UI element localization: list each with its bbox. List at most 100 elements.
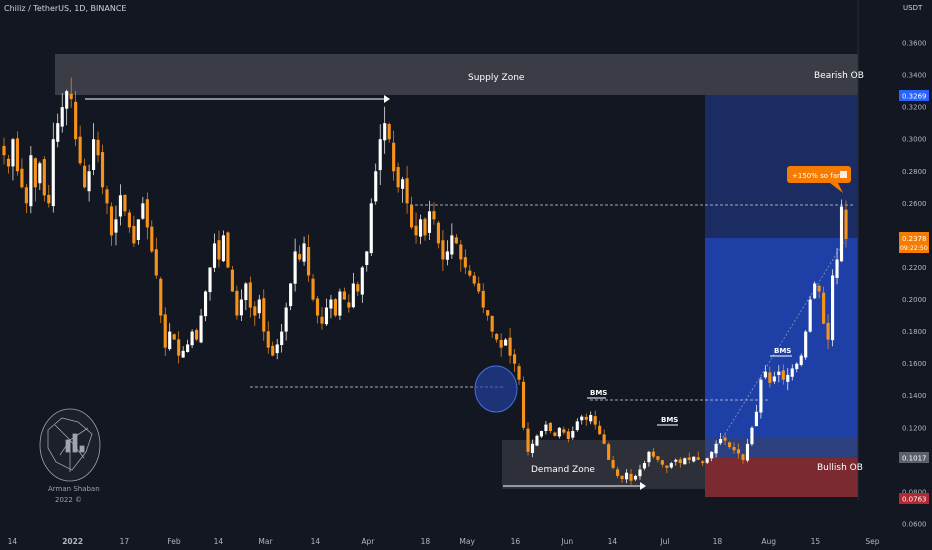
candle-body bbox=[378, 139, 382, 171]
candle-body bbox=[315, 298, 320, 316]
candle-body bbox=[387, 124, 391, 140]
time-tick-label: Aug bbox=[761, 537, 776, 546]
candle-body bbox=[347, 302, 351, 308]
candle-body bbox=[333, 299, 337, 316]
time-tick-label: Sep bbox=[865, 537, 879, 546]
candle-body bbox=[280, 331, 284, 346]
candle-body bbox=[656, 456, 660, 460]
candle-body bbox=[750, 427, 754, 445]
price-tick-label: 0.0800 bbox=[902, 488, 927, 496]
candle-body bbox=[714, 443, 718, 454]
candle-body bbox=[459, 244, 463, 260]
candle-body bbox=[638, 469, 642, 477]
candle-body bbox=[616, 469, 620, 476]
bms-1-label: BMS bbox=[590, 389, 607, 397]
candle-body bbox=[817, 285, 821, 292]
time-tick-label: Jun bbox=[560, 537, 573, 546]
candle-body bbox=[329, 299, 333, 309]
price-tags: 0.3269 0.2378 09:22:50 0.1017 0.0763 bbox=[899, 90, 929, 504]
candles-layer bbox=[2, 77, 848, 485]
candle-body bbox=[584, 416, 588, 420]
countdown-text: 09:22:50 bbox=[900, 245, 928, 252]
candle-body bbox=[844, 209, 848, 239]
candle-body bbox=[217, 240, 221, 260]
time-tick-label: Apr bbox=[361, 537, 375, 546]
candle-body bbox=[306, 247, 311, 276]
candle-body bbox=[745, 443, 750, 461]
candle-body bbox=[477, 283, 481, 292]
demand-zone-label: Demand Zone bbox=[531, 465, 595, 475]
candle-body bbox=[427, 211, 432, 233]
candle-body bbox=[360, 267, 364, 295]
zones-layer bbox=[55, 0, 859, 500]
candle-body bbox=[651, 451, 655, 457]
bullish-ob-label: Bullish OB bbox=[817, 463, 863, 473]
candle-body bbox=[298, 253, 302, 260]
candle-body bbox=[33, 158, 37, 188]
candle-body bbox=[418, 219, 423, 237]
candle-body bbox=[504, 339, 508, 346]
candle-body bbox=[598, 425, 602, 435]
candle-body bbox=[826, 322, 830, 340]
candle-body bbox=[768, 372, 772, 383]
price-tick-label: 0.0600 bbox=[902, 521, 927, 529]
time-tick-label: 18 bbox=[713, 537, 723, 546]
candle-body bbox=[719, 439, 723, 444]
candle-body bbox=[830, 275, 835, 341]
candle-body bbox=[669, 463, 673, 468]
price-tick-label: 0.2600 bbox=[902, 200, 927, 208]
time-tick-label: 2022 bbox=[62, 537, 83, 546]
price-tick-label: 0.3200 bbox=[902, 104, 927, 112]
time-tick-label: Jul bbox=[659, 537, 669, 546]
candle-body bbox=[320, 316, 324, 324]
time-axis[interactable]: 14 2022 17 Feb 14 Mar 14 Apr 18 May 16 Jun 14 Jul 18 Au… bbox=[8, 537, 880, 546]
candle-body bbox=[741, 454, 745, 460]
candle-body bbox=[262, 298, 266, 332]
candle-body bbox=[42, 159, 46, 196]
candle-body bbox=[687, 457, 691, 460]
target-zone-lower bbox=[705, 438, 858, 458]
candle-body bbox=[490, 315, 494, 332]
check-icon bbox=[840, 171, 847, 178]
candle-body bbox=[302, 243, 306, 262]
candle-body bbox=[486, 310, 490, 316]
price-tick-label: 0.2200 bbox=[902, 264, 927, 272]
candle-body bbox=[508, 337, 512, 356]
candle-body bbox=[763, 371, 767, 378]
candle-body bbox=[602, 434, 606, 444]
candle-body bbox=[692, 456, 696, 462]
candle-body bbox=[253, 306, 257, 316]
time-tick-label: 14 bbox=[608, 537, 618, 546]
candle-body bbox=[396, 167, 400, 188]
candle-body bbox=[759, 379, 763, 413]
candle-body bbox=[839, 206, 844, 262]
brain-logo-icon bbox=[39, 408, 101, 482]
candle-body bbox=[212, 243, 217, 268]
candle-body bbox=[781, 370, 785, 380]
candle-body bbox=[83, 165, 87, 188]
candle-body bbox=[562, 429, 566, 433]
price-tick-label: 0.1800 bbox=[902, 328, 927, 336]
demand-arrow-head bbox=[640, 482, 646, 490]
candle-body bbox=[60, 107, 64, 127]
candle-body bbox=[629, 473, 633, 481]
candle-body bbox=[705, 458, 709, 463]
candle-body bbox=[808, 299, 812, 332]
candle-body bbox=[553, 432, 557, 436]
time-tick-label: 14 bbox=[311, 537, 321, 546]
candle-body bbox=[177, 339, 181, 356]
candle-body bbox=[248, 282, 252, 308]
candle-body bbox=[369, 203, 373, 254]
price-tick-label: 0.1600 bbox=[902, 360, 927, 368]
candle-body bbox=[383, 123, 387, 141]
chart-header: Chiliz / TetherUS, 1D, BINANCE bbox=[4, 4, 126, 13]
price-tick-label: 0.3600 bbox=[902, 40, 927, 48]
candle-body bbox=[544, 424, 548, 432]
candle-body bbox=[548, 422, 552, 432]
candle-body bbox=[647, 451, 651, 463]
low-price-tag bbox=[899, 493, 929, 504]
mid-price-tag-text: 0.1017 bbox=[902, 455, 927, 463]
candle-body bbox=[772, 376, 776, 382]
candle-body bbox=[114, 219, 118, 233]
